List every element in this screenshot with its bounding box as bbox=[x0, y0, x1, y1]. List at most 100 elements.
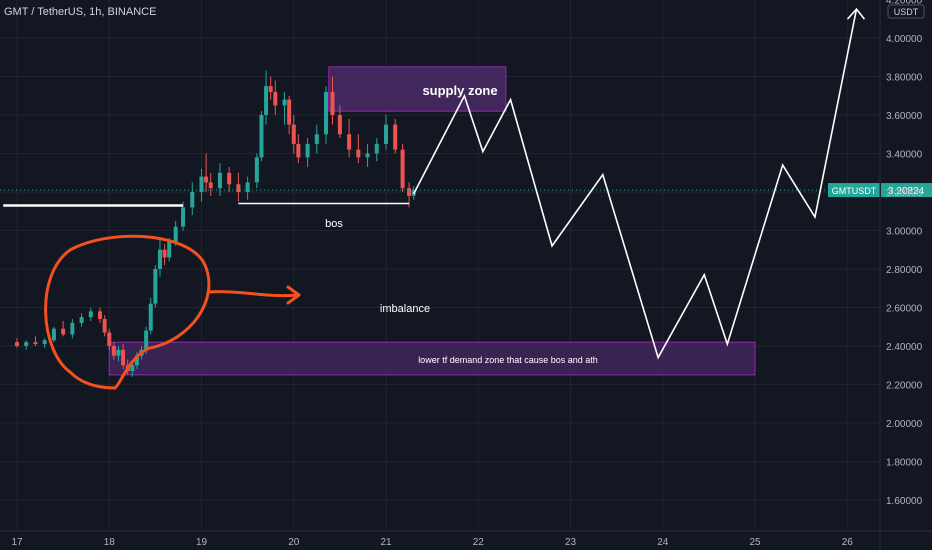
candle-body bbox=[254, 157, 259, 183]
candle-body bbox=[116, 349, 121, 356]
candle-body bbox=[162, 249, 167, 258]
candle-down bbox=[268, 76, 273, 100]
candle-body bbox=[88, 311, 93, 318]
candle-down bbox=[393, 118, 398, 154]
candle-body bbox=[291, 124, 296, 144]
candle-body bbox=[296, 143, 301, 158]
time-tick-label: 20 bbox=[288, 537, 300, 548]
candle-down bbox=[400, 143, 405, 192]
candle-body bbox=[268, 86, 273, 92]
imbalance-label: imbalance bbox=[380, 303, 430, 315]
candle-body bbox=[259, 115, 264, 158]
candle-body bbox=[407, 188, 412, 196]
candle-down bbox=[337, 105, 342, 139]
candle-body bbox=[245, 182, 250, 192]
candle-body bbox=[400, 149, 405, 189]
supply-zone-box[interactable] bbox=[328, 66, 507, 112]
candle-up bbox=[88, 307, 93, 321]
price-tick-label: 2.80000 bbox=[886, 265, 923, 276]
candle-body bbox=[79, 317, 84, 323]
candle-body bbox=[324, 91, 329, 135]
imbalance-circle-marker[interactable] bbox=[44, 234, 211, 390]
candle-down bbox=[111, 342, 116, 360]
candle-body bbox=[273, 91, 278, 106]
candle-body bbox=[314, 134, 319, 144]
candle-body bbox=[347, 134, 352, 150]
symbol-badge-label: GMTUSDT bbox=[832, 186, 877, 196]
currency-label: USDT bbox=[894, 7, 919, 17]
candle-body bbox=[167, 242, 172, 258]
candle-body bbox=[393, 124, 398, 150]
candle-body bbox=[356, 149, 361, 158]
candle-up bbox=[314, 124, 319, 154]
price-tick-label: 2.00000 bbox=[886, 419, 923, 430]
time-tick-label: 25 bbox=[749, 537, 761, 548]
candle-down bbox=[291, 115, 296, 154]
symbol-badge[interactable] bbox=[828, 183, 880, 198]
candle-body bbox=[365, 153, 370, 158]
candle-body bbox=[70, 322, 75, 335]
candle-up bbox=[264, 70, 269, 125]
candle-body bbox=[337, 115, 342, 135]
candle-body bbox=[102, 319, 107, 333]
candle-down bbox=[227, 166, 232, 192]
candle-up bbox=[305, 138, 310, 167]
price-tick-label: 3.20000 bbox=[886, 188, 923, 199]
currency-badge[interactable] bbox=[887, 4, 925, 19]
candle-body bbox=[24, 342, 29, 346]
candle-down bbox=[236, 172, 241, 202]
candle-down bbox=[162, 243, 167, 266]
candle-body bbox=[61, 328, 66, 335]
candle-body bbox=[374, 143, 379, 154]
candle-down bbox=[102, 315, 107, 337]
price-tick-label: 1.80000 bbox=[886, 458, 923, 469]
candle-up bbox=[42, 338, 47, 348]
candle-body bbox=[173, 226, 178, 243]
candle-up bbox=[157, 240, 162, 277]
candle-body bbox=[305, 143, 310, 158]
candle-up bbox=[282, 91, 287, 125]
candle-down bbox=[61, 320, 66, 337]
symbol-title: GMT / TetherUS, 1h, BINANCE bbox=[4, 6, 156, 18]
candle-down bbox=[356, 134, 361, 164]
candle-body bbox=[130, 365, 135, 372]
candle-body bbox=[51, 328, 56, 341]
projection-arrowhead bbox=[846, 7, 866, 20]
current-price-badge[interactable] bbox=[881, 183, 932, 198]
candle-body bbox=[330, 91, 335, 115]
candle-up bbox=[245, 176, 250, 200]
price-tick-label: 2.20000 bbox=[886, 381, 923, 392]
candle-down bbox=[347, 118, 352, 158]
candle-body bbox=[204, 176, 209, 183]
demand-zone-box[interactable] bbox=[108, 341, 756, 376]
candle-down bbox=[208, 172, 213, 196]
drawings-layer: GMTUSDT 3.20824 bbox=[0, 7, 932, 390]
candle-down bbox=[296, 134, 301, 164]
time-axis[interactable]: 17 18 19 20 21 22 23 24 25 26 bbox=[0, 530, 932, 548]
candle-up bbox=[116, 346, 121, 362]
price-tick-label: 4.00000 bbox=[886, 34, 923, 45]
imbalance-arrow[interactable] bbox=[206, 285, 301, 305]
projection-path[interactable] bbox=[412, 8, 858, 360]
candle-down bbox=[98, 307, 103, 323]
time-tick-label: 18 bbox=[104, 537, 116, 548]
candle-up bbox=[190, 182, 195, 216]
candle-body bbox=[199, 176, 204, 192]
candle-up bbox=[70, 319, 75, 339]
demand-zone-label: lower tf demand zone that cause bos and … bbox=[418, 355, 598, 365]
candle-body bbox=[144, 330, 149, 350]
time-tick-label: 21 bbox=[380, 537, 392, 548]
candle-body bbox=[287, 99, 292, 125]
current-price-value: 3.20824 bbox=[888, 186, 925, 197]
time-tick-label: 24 bbox=[657, 537, 669, 548]
price-tick-label: 2.60000 bbox=[886, 304, 923, 315]
price-axis[interactable]: 4.20000 4.00000 3.80000 3.60000 3.40000 3.200… bbox=[879, 0, 925, 550]
time-tick-label: 26 bbox=[842, 537, 854, 548]
candle-body bbox=[15, 342, 19, 346]
candle-body bbox=[217, 172, 222, 189]
candle-body bbox=[236, 184, 241, 192]
candle-up bbox=[374, 138, 379, 162]
candle-body bbox=[42, 340, 47, 345]
candle-up bbox=[324, 86, 329, 144]
